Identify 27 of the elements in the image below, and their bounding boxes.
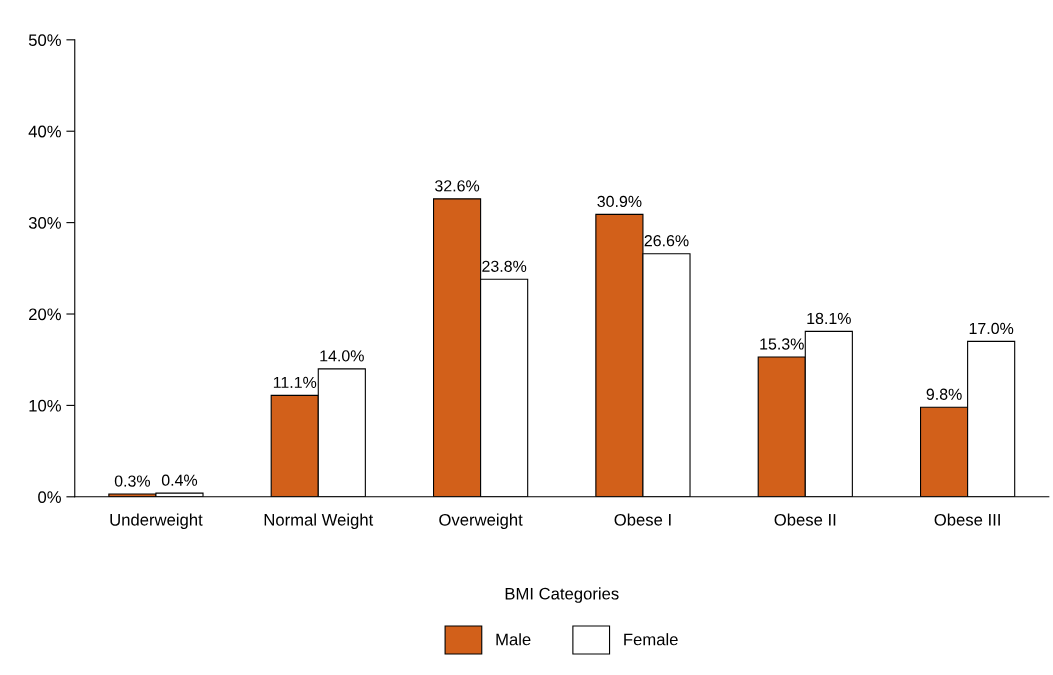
data-label: 32.6%: [435, 180, 480, 192]
x-tick-label: Normal Weight: [264, 513, 374, 529]
data-label: 0.4%: [161, 474, 198, 486]
data-label: 15.3%: [760, 338, 804, 350]
y-tick-label: 0%: [38, 491, 61, 503]
x-tick-label: Obese III: [934, 513, 1000, 526]
x-tick-label: Overweight: [439, 513, 523, 529]
data-label: 30.9%: [597, 195, 642, 208]
data-label: 0.3%: [114, 475, 151, 487]
x-axis-title: BMI Categories: [505, 587, 619, 603]
x-tick-label: Obese II: [774, 513, 836, 526]
x-tick-label: Obese I: [614, 513, 671, 526]
data-label: 17.0%: [969, 322, 1014, 335]
y-tick-label: 30%: [28, 217, 61, 229]
x-tick-label: Underweight: [110, 513, 203, 529]
y-tick-label: 50%: [28, 34, 61, 47]
y-tick-label: 10%: [29, 399, 61, 412]
y-tick-label: 20%: [29, 308, 61, 321]
data-label: 18.1%: [807, 312, 851, 325]
data-label: 9.8%: [926, 388, 962, 400]
legend-label: Female: [624, 633, 678, 646]
data-label: 26.6%: [644, 235, 689, 247]
data-label: 23.8%: [482, 260, 527, 272]
y-tick-label: 40%: [28, 125, 61, 138]
data-label: 14.0%: [320, 350, 364, 362]
data-label: 11.1%: [273, 376, 317, 388]
legend-label: Male: [496, 633, 531, 646]
